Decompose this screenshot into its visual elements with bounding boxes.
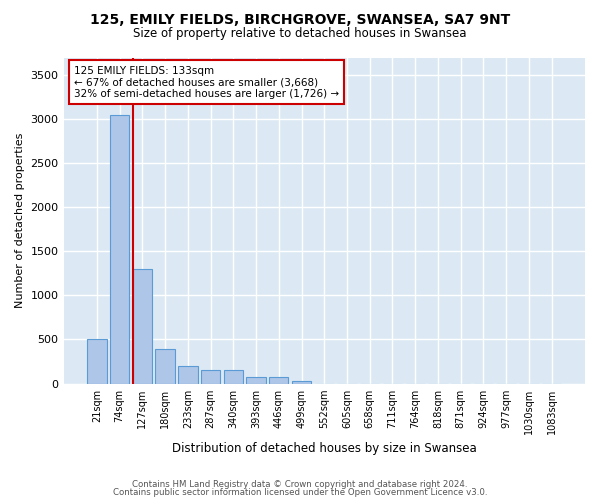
Text: 125, EMILY FIELDS, BIRCHGROVE, SWANSEA, SA7 9NT: 125, EMILY FIELDS, BIRCHGROVE, SWANSEA, … (90, 12, 510, 26)
Text: Contains HM Land Registry data © Crown copyright and database right 2024.: Contains HM Land Registry data © Crown c… (132, 480, 468, 489)
Bar (110, 115, 130, 384)
Bar (87, 340, 107, 384)
Text: Size of property relative to detached houses in Swansea: Size of property relative to detached ho… (133, 28, 467, 40)
Bar (178, 366, 197, 384)
Bar (224, 370, 243, 384)
Y-axis label: Number of detached properties: Number of detached properties (15, 133, 25, 308)
Text: 125 EMILY FIELDS: 133sqm
← 67% of detached houses are smaller (3,668)
32% of sem: 125 EMILY FIELDS: 133sqm ← 67% of detach… (74, 66, 339, 99)
Bar (133, 269, 152, 384)
Bar (247, 376, 266, 384)
Text: Contains public sector information licensed under the Open Government Licence v3: Contains public sector information licen… (113, 488, 487, 497)
Bar (269, 376, 289, 384)
X-axis label: Distribution of detached houses by size in Swansea: Distribution of detached houses by size … (172, 442, 476, 455)
Bar (155, 349, 175, 384)
Bar (201, 370, 220, 384)
Bar (292, 381, 311, 384)
